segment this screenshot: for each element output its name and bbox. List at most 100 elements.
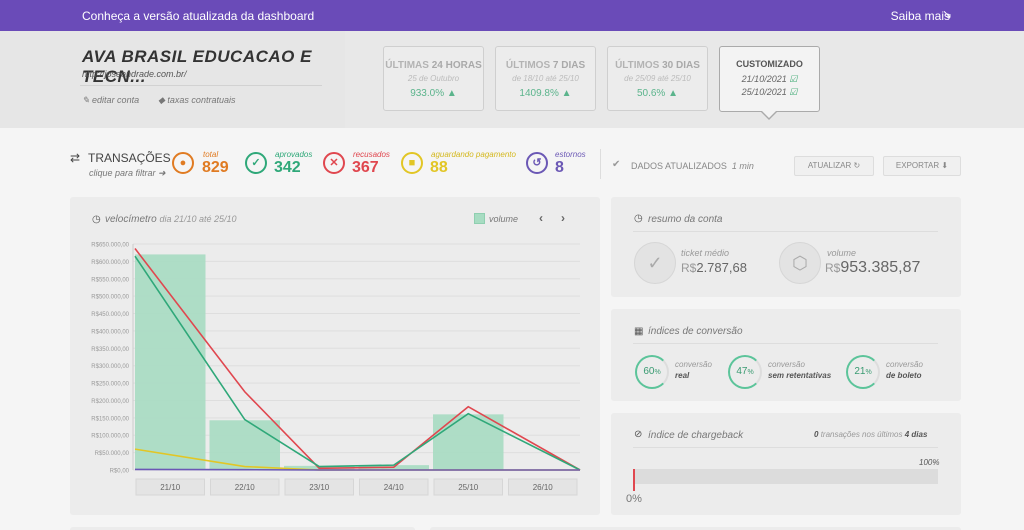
period-date: de 25/09 até 25/10 [624,74,691,83]
tag-icon: ◆ [158,95,168,105]
y-tick-label: R$150.000,00 [91,416,129,422]
block-icon: ⊘ [634,429,643,440]
period-7d[interactable]: ÚLTIMOS 7 DIAS de 18/10 até 25/10 1409.8… [495,46,596,111]
edit-icon[interactable]: ☑ [789,74,798,84]
y-tick-label: R$50.000,00 [95,451,130,457]
volume-value: R$953.385,87 [825,259,920,277]
check-icon: ✔ [612,159,621,170]
divider [600,149,601,179]
chargeback-marker [633,469,635,491]
x-tick-cell [284,478,354,496]
period-title-bold: 7 DIAS [552,60,586,71]
x-tick-label: 22/10 [235,483,256,492]
fees-link[interactable]: ◆ taxas contratuais [158,95,235,106]
conversion-label: conversão [768,360,805,369]
period-title: ÚLTIMAS [385,60,432,71]
x-tick-label: 24/10 [384,483,405,492]
conversion-pct: 47 [736,366,748,377]
refresh-button[interactable]: ATUALIZAR ↻ [794,156,874,176]
conversion-sublabel: real [675,371,690,380]
refresh-label: ATUALIZAR [807,161,852,170]
chart-title-label: velocímetro [105,214,157,225]
custom-from-date[interactable]: 21/10/2021 [741,74,787,84]
chargeback-min: 0% [626,493,642,505]
updated-label: DADOS ATUALIZADOS [631,161,727,171]
chart-range: dia 21/10 até 25/10 [159,214,237,224]
period-custom[interactable]: CUSTOMIZADO 21/10/2021 ☑ 25/10/2021 ☑ [719,46,820,112]
divider [80,85,322,86]
period-growth: 50.6% [636,88,666,99]
bar [433,414,504,470]
series-line [134,255,581,471]
bottom-panel [70,527,415,530]
document-icon: ■ [401,152,423,174]
chargeback-days: 4 dias [904,430,928,439]
stat-label: recusados [353,150,390,159]
fees-label: taxas contratuais [167,95,236,105]
stat-value: 367 [352,159,379,176]
period-date: 25 de Outubro [407,74,460,83]
period-title: ÚLTIMOS [505,60,553,71]
y-tick-label: R$500.000,00 [91,295,129,301]
company-card: AVA BRASIL EDUCACAO E TECN... http://jos… [0,31,345,128]
conversion-ring: 21% [846,355,880,389]
y-tick-label: R$100.000,00 [91,434,129,440]
export-label: EXPORTAR [895,161,940,170]
edit-account-link[interactable]: ✎ editar conta [82,95,139,106]
bottom-panel [430,527,961,530]
period-24h[interactable]: ÚLTIMAS 24 HORAS 25 de Outubro 933.0% ▲ [383,46,484,111]
y-tick-label: R$250.000,00 [91,382,129,388]
y-tick-label: R$650.000,00 [91,243,129,249]
bar-chart-icon: ▦ [634,326,644,337]
x-tick-label: 21/10 [160,483,181,492]
pencil-icon: ✎ [82,95,93,105]
arrow-right-icon: ➜ [158,168,166,178]
custom-to-date[interactable]: 25/10/2021 [741,87,787,97]
chargeback-progress [633,469,938,484]
y-tick-label: R$350.000,00 [91,347,129,353]
currency: R$ [825,261,841,275]
transactions-title: TRANSAÇÕES [88,151,171,165]
pointer-caret-inner [761,110,777,118]
period-growth: 1409.8% [519,88,559,99]
conversion-sublabel: sem retentativas [768,371,832,380]
company-url[interactable]: http://joseandrade.com.br/ [82,69,187,79]
chevron-right-icon[interactable]: › [561,211,565,225]
volume-amount: 953.385,87 [840,259,921,276]
close-icon: ✕ [323,152,345,174]
x-tick-cell [359,478,429,496]
chevron-left-icon[interactable]: ‹ [539,211,543,225]
download-icon: ⬇ [941,161,949,170]
stat-label: total [203,150,219,159]
y-tick-label: R$200.000,00 [91,399,129,405]
stat-label: aguardando pagamento [431,150,516,159]
x-tick-cell [433,478,503,496]
clock-icon: ◷ [92,214,101,225]
data-updated-status: DADOS ATUALIZADOS 1 min [631,161,754,171]
legend-swatch [474,213,485,224]
export-button[interactable]: EXPORTAR ⬇ [883,156,961,176]
learn-more-link[interactable]: Saiba mais [890,9,950,23]
period-30d[interactable]: ÚLTIMOS 30 DIAS de 25/09 até 25/10 50.6%… [607,46,708,111]
arrow-up-icon: ▲ [668,88,679,99]
conversion-pct: 21 [854,366,866,377]
legend-label[interactable]: volume [489,214,519,224]
x-tick-label: 26/10 [533,483,554,492]
conversion-label: conversão [675,360,712,369]
divider [633,447,938,448]
conversion-label: conversão [886,360,923,369]
chart-title: velocímetro dia 21/10 até 25/10 [105,214,237,225]
period-title: ÚLTIMOS [615,60,663,71]
x-tick-cell [210,478,280,496]
ticket-value: R$2.787,68 [681,259,747,277]
filter-hint[interactable]: clique para filtrar ➜ [89,168,166,179]
chart-panel: ◷ velocímetro dia 21/10 até 25/10 volume… [70,197,600,515]
y-tick-label: R$300.000,00 [91,364,129,370]
edit-account-label: editar conta [92,95,140,105]
edit-icon[interactable]: ☑ [789,87,798,97]
period-title-bold: 30 DIAS [662,60,700,71]
update-banner: Conheça a versão atualizada da dashboard… [0,0,1024,31]
conversion-pct: 60 [643,366,655,377]
coin-icon: ● [172,152,194,174]
account-summary-panel: ◷ resumo da conta ✓ ticket médio R$2.787… [611,197,961,297]
